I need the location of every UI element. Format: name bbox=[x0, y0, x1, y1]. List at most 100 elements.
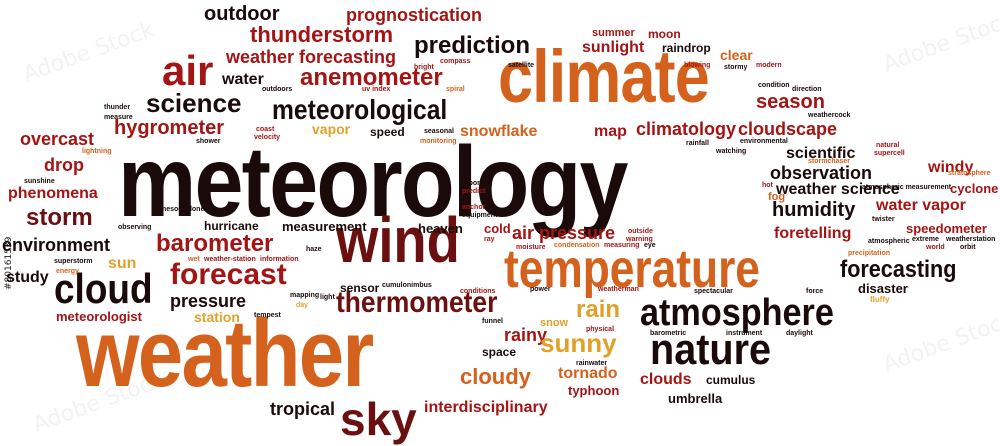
word-satellite: satellite bbox=[508, 62, 535, 69]
word-weatherstation: weatherstation bbox=[946, 236, 996, 243]
watermark: Adobe Stock bbox=[879, 7, 1000, 78]
word-report: report bbox=[462, 180, 483, 187]
word-mapping: mapping bbox=[290, 292, 320, 299]
word-condensation: condensation bbox=[554, 242, 600, 249]
word-velocity: velocity bbox=[254, 134, 281, 141]
word-uv-index: uv index bbox=[362, 86, 391, 93]
word-air-pressure: air pressure bbox=[512, 223, 616, 243]
word-snow: snow bbox=[540, 317, 569, 329]
word-climate: climate bbox=[498, 35, 710, 118]
word-thunderstorm: thunderstorm bbox=[250, 22, 393, 47]
word-environment: environment bbox=[2, 235, 111, 255]
word-thermometer: thermometer bbox=[336, 286, 498, 319]
word-scientific: scientific bbox=[786, 145, 856, 162]
word-thunder: thunder bbox=[104, 104, 131, 111]
word-seasonal: seasonal bbox=[424, 128, 454, 135]
word-compass: compass bbox=[440, 58, 471, 65]
word-cloud: cloud bbox=[54, 265, 153, 312]
word-water: water bbox=[222, 71, 264, 88]
word-hygrometer: hygrometer bbox=[114, 117, 225, 139]
word-direction: direction bbox=[792, 86, 822, 93]
word-cumulus: cumulus bbox=[706, 373, 756, 387]
word-spectacular: spectacular bbox=[694, 288, 733, 295]
word-weather-station: weather-station bbox=[204, 256, 256, 263]
word-atmosphere: atmosphere bbox=[640, 292, 834, 334]
word-tropical: tropical bbox=[270, 399, 336, 419]
word-equipment: equipment bbox=[462, 212, 498, 219]
word-information: information bbox=[260, 256, 299, 263]
watermark: Adobe Stock bbox=[19, 17, 158, 88]
word-tornado: tornado bbox=[558, 365, 618, 382]
word-stratosphere: stratosphere bbox=[948, 170, 991, 177]
word-speedometer: speedometer bbox=[906, 221, 987, 236]
word-meteorological: meteorological bbox=[272, 94, 448, 125]
word-precipitation: precipitation bbox=[848, 250, 891, 257]
word-superstorm: superstorm bbox=[54, 258, 93, 265]
word-stormy: stormy bbox=[724, 64, 748, 71]
word-sensor: sensor bbox=[340, 281, 380, 295]
word-modern: modern bbox=[756, 62, 782, 69]
word-lightning: lightning bbox=[82, 148, 112, 155]
word-blowing: blowing bbox=[684, 62, 711, 69]
word-condition: condition bbox=[758, 82, 790, 89]
word-cyclone: cyclone bbox=[950, 181, 999, 196]
word-summer: summer bbox=[592, 27, 635, 39]
word-shower: shower bbox=[196, 138, 221, 145]
word-daylight: daylight bbox=[786, 330, 813, 337]
word-drop: drop bbox=[44, 155, 84, 175]
word-extreme: extreme bbox=[912, 236, 939, 243]
word-world: world bbox=[926, 244, 945, 251]
word-science: science bbox=[146, 88, 242, 118]
word-day: day bbox=[296, 302, 309, 309]
word-rainy: rainy bbox=[504, 325, 548, 345]
word-funnel: funnel bbox=[482, 318, 503, 325]
word-phenomena: phenomena bbox=[8, 185, 98, 202]
word-spiral: spiral bbox=[446, 86, 465, 93]
word-prediction: prediction bbox=[414, 32, 531, 59]
word-station: station bbox=[194, 309, 240, 325]
word-moon: moon bbox=[648, 27, 681, 41]
word-warning: warning bbox=[626, 236, 653, 243]
word-measure: measure bbox=[104, 114, 133, 121]
word-measurement: measurement bbox=[282, 219, 367, 234]
word-storm: storm bbox=[26, 204, 93, 231]
word-bright: bright bbox=[414, 64, 434, 71]
word-cumulonimbus: cumulonimbus bbox=[382, 282, 432, 289]
word-sky: sky bbox=[340, 393, 417, 445]
watermark: Adobe Stock bbox=[879, 307, 1000, 378]
word-physical: physical bbox=[586, 326, 615, 333]
word-atmospheric-measurement: atmospheric measurement bbox=[862, 184, 952, 191]
word-atmospheric: atmospheric bbox=[868, 238, 910, 245]
word-heaven: heaven bbox=[418, 221, 463, 236]
word-weather-forecasting: weather forecasting bbox=[226, 47, 397, 67]
word-climatology: climatology bbox=[636, 119, 737, 139]
word-cloudscape: cloudscape bbox=[738, 119, 838, 139]
word-measuring: measuring bbox=[604, 242, 640, 249]
word-vapor: vapor bbox=[312, 121, 351, 137]
word-moisture: moisture bbox=[516, 244, 546, 251]
word-windy: windy bbox=[928, 159, 974, 176]
word-sunny: sunny bbox=[540, 328, 617, 358]
word-air: air bbox=[162, 47, 214, 94]
word-overcast: overcast bbox=[20, 129, 95, 149]
word-wind: wind bbox=[336, 204, 460, 276]
word-weather-science: weather science bbox=[776, 181, 900, 198]
word-energy: energy bbox=[56, 268, 79, 275]
word-temperature: temperature bbox=[504, 239, 760, 299]
word-outdoor: outdoor bbox=[204, 3, 280, 25]
word-cold: cold bbox=[484, 221, 511, 236]
word-rain: rain bbox=[576, 296, 621, 323]
word-instrument: instrument bbox=[726, 330, 763, 337]
word-snowflake: snowflake bbox=[460, 123, 538, 140]
word-force: force bbox=[806, 288, 824, 295]
word-speed: speed bbox=[370, 125, 405, 139]
word-sunshine: sunshine bbox=[24, 178, 55, 185]
word-coast: coast bbox=[256, 126, 275, 133]
word-raindrop: raindrop bbox=[662, 41, 711, 55]
word-tempest: tempest bbox=[254, 312, 281, 319]
word-meteorologist: meteorologist bbox=[56, 309, 142, 324]
word-monitoring: monitoring bbox=[420, 138, 457, 145]
word-weather: weather bbox=[76, 300, 374, 407]
word-rainwater: rainwater bbox=[576, 360, 608, 367]
word-space: space bbox=[482, 345, 517, 359]
